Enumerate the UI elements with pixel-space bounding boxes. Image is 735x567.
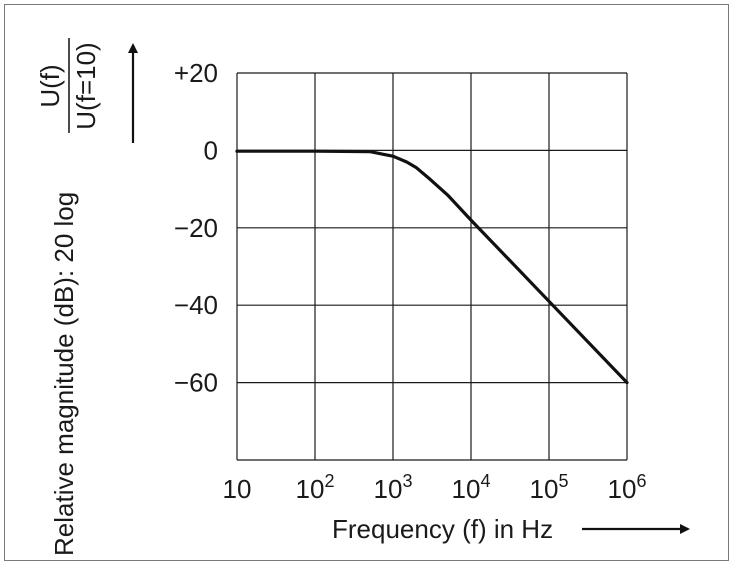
y-tick-label: +20 — [174, 58, 218, 88]
x-tick-label: 105 — [530, 471, 569, 504]
y-tick-label: −40 — [174, 290, 218, 320]
x-axis-label: Frequency (f) in Hz — [332, 514, 553, 544]
x-tick-label: 102 — [296, 471, 335, 504]
x-tick-label: 10 — [223, 474, 252, 504]
y-axis-label: Relative magnitude (dB): 20 log — [49, 192, 79, 556]
chart-frame — [4, 4, 729, 561]
y-axis-fraction-numerator: U(f) — [35, 64, 65, 107]
plot-grid — [236, 72, 628, 461]
y-tick-label: −60 — [174, 368, 218, 398]
magnitude-curve — [235, 149, 629, 385]
x-tick-label: 106 — [608, 471, 647, 504]
y-tick-label: −20 — [174, 213, 218, 243]
y-tick-labels: +20 0 −20 −40 −60 — [174, 58, 218, 398]
y-axis-fraction-denominator: U(f=10) — [71, 42, 101, 129]
y-tick-label: 0 — [204, 135, 218, 165]
y-axis-label-group: Relative magnitude (dB): 20 log U(f) U(f… — [35, 38, 101, 556]
x-tick-label: 104 — [452, 471, 491, 504]
x-tick-labels: 10 102 103 104 105 106 — [223, 471, 647, 504]
x-tick-label: 103 — [374, 471, 413, 504]
